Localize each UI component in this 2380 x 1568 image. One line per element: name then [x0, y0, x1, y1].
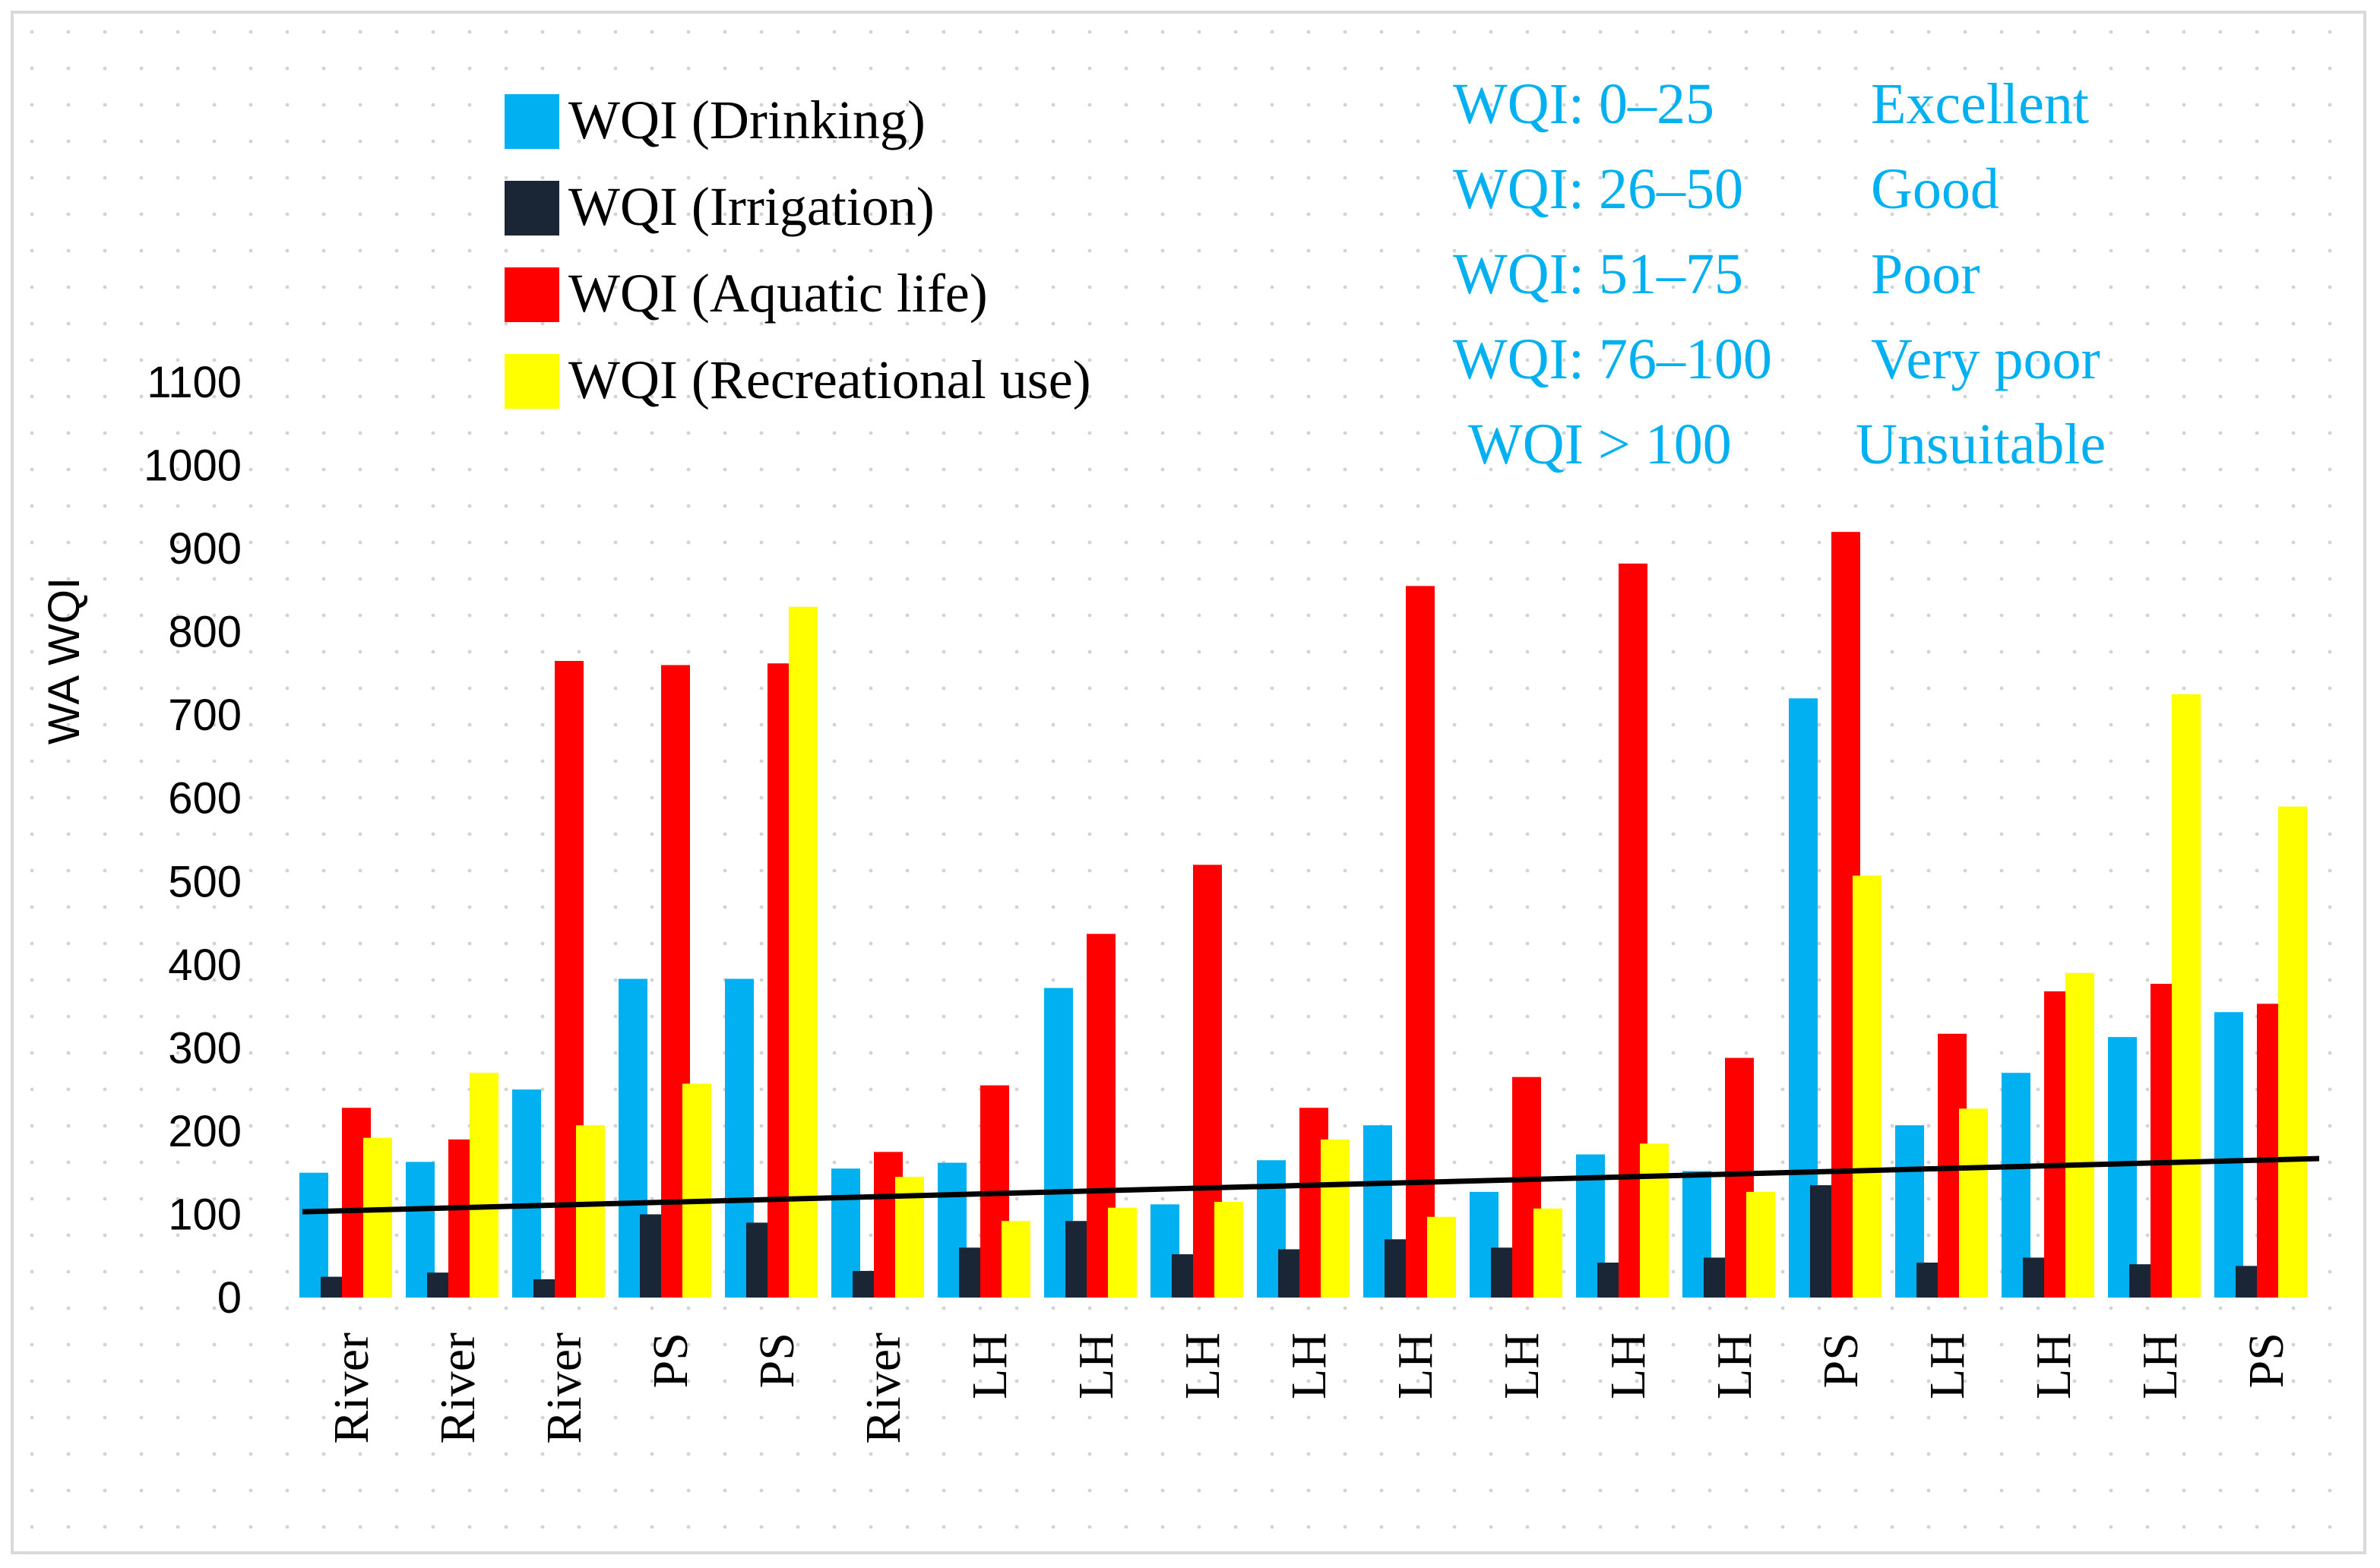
legend: WQI (Drinking) WQI (Irrigation) WQI (Aquat… — [505, 90, 1091, 410]
bars-layer — [299, 532, 2307, 1298]
bar-1-3 — [512, 1089, 541, 1298]
bar-4-3 — [576, 1125, 605, 1298]
bar-4-12 — [1533, 1208, 1562, 1298]
y-tick-label: 600 — [168, 774, 242, 824]
x-category-label: LH — [1175, 1332, 1230, 1399]
x-category-label: LH — [1600, 1332, 1656, 1399]
x-category-label: River — [324, 1332, 379, 1444]
x-category-label: PS — [749, 1332, 805, 1388]
bar-4-17 — [2065, 972, 2094, 1298]
bar-4-8 — [1108, 1207, 1137, 1298]
x-category-label: LH — [1068, 1332, 1124, 1399]
x-category-label: PS — [643, 1332, 698, 1388]
x-category-label: LH — [1707, 1332, 1762, 1399]
legend-swatch-4 — [505, 354, 559, 409]
y-tick-label: 800 — [168, 608, 242, 657]
legend-swatch-3 — [505, 267, 559, 322]
wqi-range-4: WQI: 76–100 — [1453, 327, 1772, 391]
y-tick-label: 1000 — [144, 441, 242, 491]
bar-4-4 — [682, 1083, 711, 1298]
x-category-label: LH — [1920, 1332, 1975, 1399]
x-category-label: River — [536, 1332, 592, 1444]
wqi-classification-key: WQI: 0–25 Excellent WQI: 26–50 Good WQI: 51–… — [1453, 72, 2106, 476]
y-tick-label: 1100 — [147, 358, 242, 407]
x-category-label: LH — [1494, 1332, 1549, 1399]
bar-1-19 — [2214, 1012, 2243, 1298]
legend-swatch-2 — [505, 181, 559, 236]
x-category-label: PS — [1813, 1332, 1869, 1388]
y-tick-label: 200 — [168, 1107, 242, 1156]
y-tick-label: 500 — [168, 857, 242, 906]
y-tick-label: 400 — [168, 940, 242, 990]
y-tick-label: 900 — [168, 524, 242, 574]
bar-4-16 — [1959, 1108, 1988, 1298]
x-category-label: LH — [962, 1332, 1018, 1399]
bar-4-7 — [1002, 1221, 1030, 1298]
bar-4-19 — [2278, 806, 2307, 1298]
bar-4-13 — [1640, 1143, 1669, 1298]
wqi-range-3: WQI: 51–75 — [1453, 242, 1743, 306]
legend-label-1: WQI (Drinking) — [568, 90, 926, 150]
bar-4-9 — [1214, 1202, 1243, 1298]
wqi-range-5: WQI > 100 — [1468, 413, 1732, 476]
y-axis: 0 100 200 300 400 500 600 700 800 900 1000 1100 — [144, 358, 242, 1323]
bar-4-10 — [1321, 1139, 1350, 1298]
x-axis: River River River PS PS River LH LH LH LH LH LH LH LH… — [324, 1332, 2294, 1444]
bar-4-14 — [1746, 1191, 1775, 1298]
x-category-label: LH — [2026, 1332, 2081, 1399]
bar-4-18 — [2172, 694, 2201, 1298]
bar-4-2 — [470, 1073, 498, 1298]
legend-label-2: WQI (Irrigation) — [568, 176, 935, 237]
y-tick-label: 100 — [168, 1190, 242, 1239]
y-tick-label: 700 — [168, 691, 242, 740]
wqi-class-2: Good — [1871, 157, 1999, 221]
legend-label-4: WQI (Recreational use) — [568, 349, 1091, 410]
bar-4-5 — [789, 606, 818, 1298]
wqi-class-3: Poor — [1871, 242, 1980, 306]
wqi-class-4: Very poor — [1871, 327, 2100, 391]
bar-4-1 — [363, 1137, 392, 1298]
y-tick-label: 0 — [217, 1273, 242, 1323]
wqi-class-1: Excellent — [1871, 72, 2089, 136]
wqi-range-1: WQI: 0–25 — [1453, 72, 1714, 136]
x-category-label: LH — [1281, 1332, 1337, 1399]
legend-label-3: WQI (Aquatic life) — [568, 263, 988, 324]
x-category-label: LH — [1388, 1332, 1443, 1399]
x-category-label: River — [430, 1332, 486, 1444]
wqi-class-5: Unsuitable — [1856, 413, 2106, 476]
bar-4-11 — [1427, 1216, 1456, 1298]
trendline-layer — [302, 1155, 2320, 1215]
x-category-label: River — [856, 1332, 911, 1444]
bar-1-18 — [2108, 1037, 2137, 1298]
x-category-label: PS — [2239, 1332, 2294, 1388]
trendline — [302, 1155, 2320, 1215]
x-category-label: LH — [2132, 1332, 2188, 1399]
bar-3-11 — [1406, 586, 1435, 1298]
chart-frame — [11, 11, 2366, 1554]
wqi-range-2: WQI: 26–50 — [1453, 157, 1743, 221]
y-axis-label: WA WQI — [40, 577, 89, 744]
legend-swatch-1 — [505, 94, 559, 149]
y-tick-label: 300 — [168, 1023, 242, 1073]
bar-4-15 — [1853, 875, 1882, 1298]
